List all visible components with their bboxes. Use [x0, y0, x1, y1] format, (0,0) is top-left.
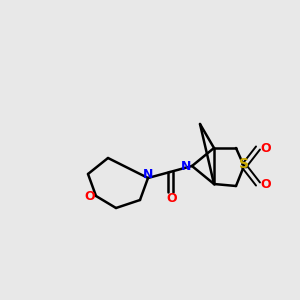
Text: O: O: [85, 190, 95, 202]
Text: O: O: [167, 191, 177, 205]
Text: S: S: [239, 157, 249, 171]
Text: O: O: [261, 178, 271, 190]
Text: N: N: [143, 167, 153, 181]
Text: O: O: [261, 142, 271, 154]
Text: N: N: [181, 160, 191, 172]
